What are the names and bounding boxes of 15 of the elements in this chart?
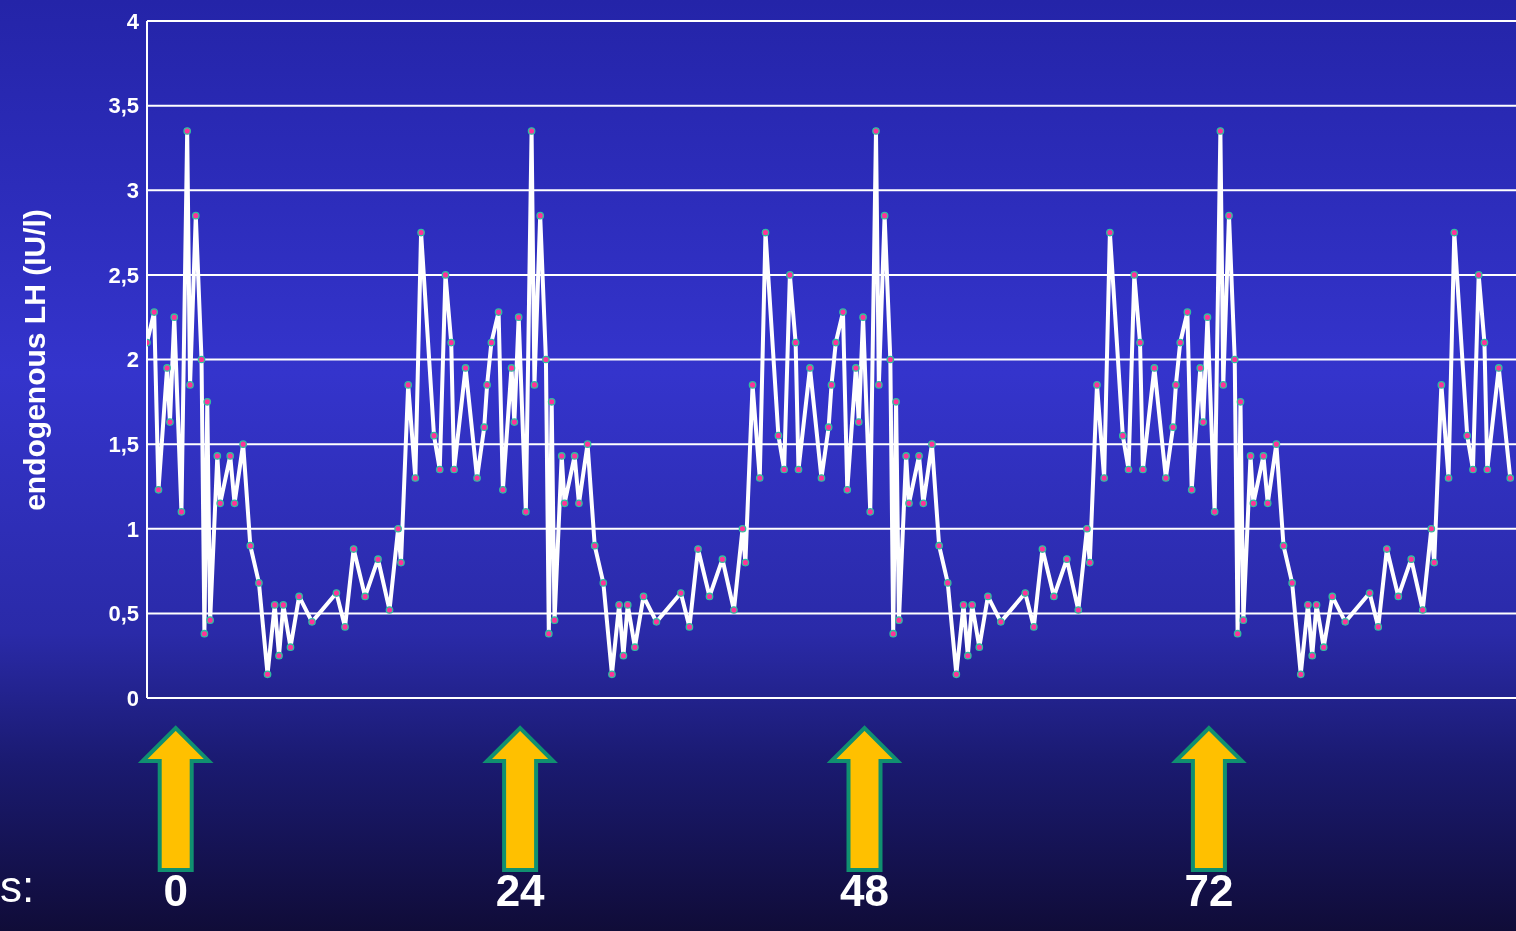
- y-tick-label: 2,5: [108, 262, 139, 288]
- y-tick-label: 0,5: [108, 601, 139, 627]
- x-tick-label: 48: [840, 866, 889, 915]
- y-tick-label: 3: [126, 178, 139, 204]
- y-tick-label: 0: [126, 685, 139, 711]
- x-tick-label: 24: [495, 866, 546, 915]
- y-tick-label: 1: [126, 516, 139, 542]
- y-tick-label: 1,5: [108, 431, 139, 457]
- y-tick-label: 2: [126, 347, 139, 373]
- y-tick-label: 3,5: [108, 93, 139, 119]
- x-tick-label: 72: [1184, 866, 1234, 915]
- y-axis-title: endogenous LH (IU/l): [18, 209, 52, 511]
- y-tick-label: 4: [126, 8, 140, 34]
- x-axis-title: s:: [0, 862, 35, 912]
- x-tick-label: 0: [163, 866, 188, 915]
